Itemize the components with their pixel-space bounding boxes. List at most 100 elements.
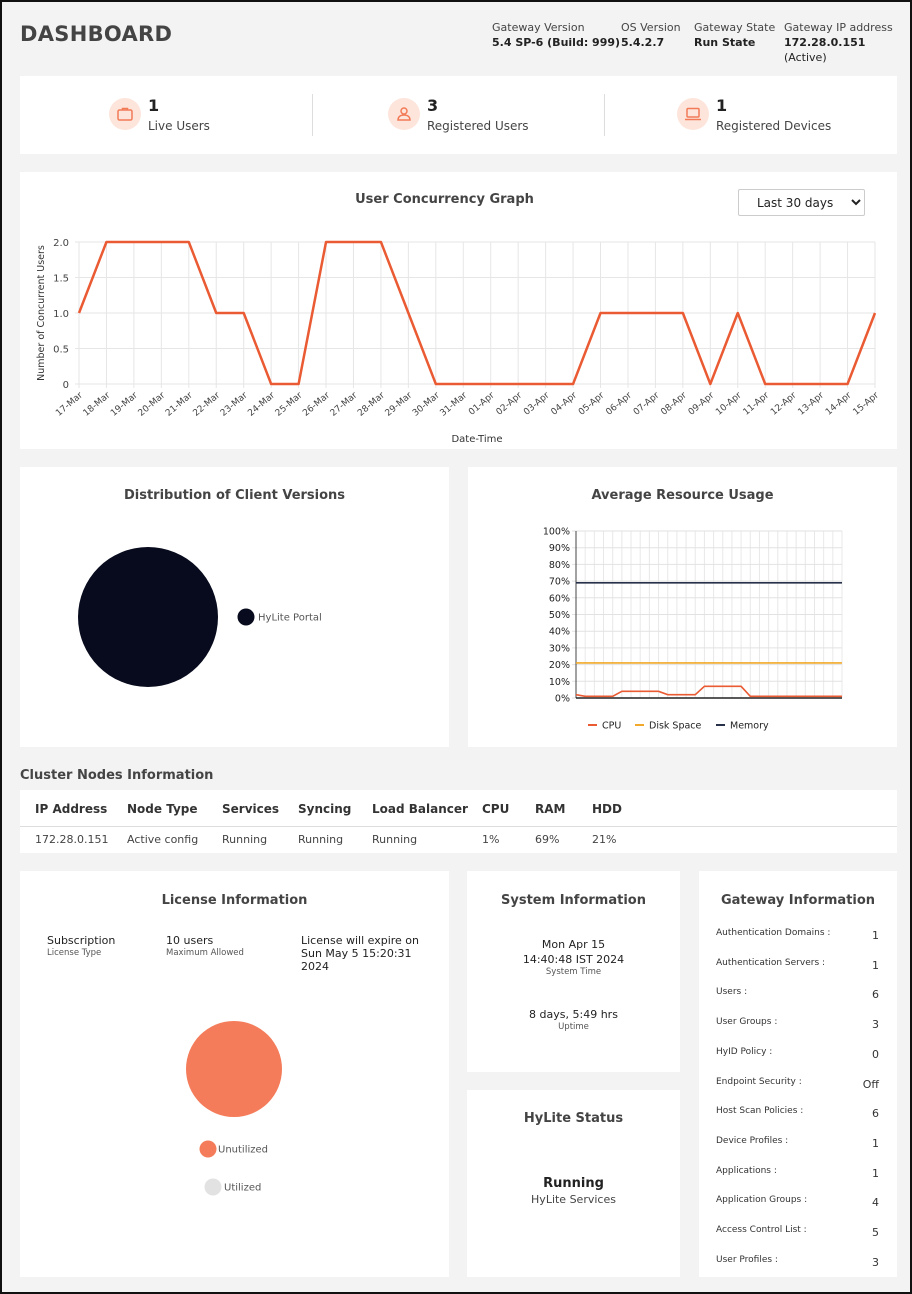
- gateway-info-value: 1: [872, 958, 879, 972]
- gateway-info-value: 1: [872, 1166, 879, 1180]
- concurrency-series-line: [77, 240, 877, 386]
- concurrency-title: User Concurrency Graph: [355, 192, 534, 207]
- col-load-balancer: Load Balancer: [372, 802, 468, 816]
- y-tick-label: 0.5: [53, 345, 69, 356]
- license-expiry-line1: License will expire on: [301, 934, 419, 947]
- y-tick-label: 90%: [549, 543, 570, 554]
- x-tick-label: 06-Apr: [604, 390, 634, 417]
- client-versions-chart: HyLite Portal: [78, 547, 322, 687]
- system-time-label: System Time: [545, 967, 602, 977]
- gateway-info-value: 5: [872, 1226, 879, 1239]
- gateway-info-value: 4: [872, 1196, 879, 1210]
- hylite-status-card: [467, 1090, 680, 1277]
- cell-cpu: 1%: [482, 833, 500, 846]
- briefcase-icon: [109, 98, 141, 130]
- client-versions-title: Distribution of Client Versions: [123, 488, 346, 503]
- y-tick-label: 50%: [549, 610, 570, 621]
- col-cpu: CPU: [482, 802, 510, 816]
- gateway-state-value: Run State: [694, 36, 756, 49]
- x-tick-label: 07-Apr: [632, 390, 662, 417]
- os-version-label: OS Version: [621, 21, 681, 34]
- cell-ip-address: 172.28.0.151: [35, 833, 109, 846]
- x-tick-label: 14-Apr: [824, 390, 854, 417]
- registered-devices-label: Registered Devices: [716, 119, 832, 133]
- user-icon: [388, 98, 420, 130]
- y-tick-label: 100%: [543, 527, 570, 538]
- y-tick-label: 10%: [549, 677, 570, 688]
- gateway-info-label: Users :: [716, 987, 748, 998]
- legend-label: Unutilized: [218, 1145, 268, 1156]
- gateway-info-label: Authentication Servers :: [716, 957, 826, 968]
- laptop-icon: [677, 98, 709, 130]
- gateway-ip-status: (Active): [784, 51, 827, 64]
- gateway-ip-value: 172.28.0.151 (Active): [784, 35, 910, 65]
- registered-users-label: Registered Users: [427, 119, 529, 133]
- x-tick-label: 23-Mar: [219, 390, 250, 418]
- concurrency-chart: 0 0.5 1.0 1.5 2.0 17-Mar18-Mar19-Mar20-Mar21-…: [36, 238, 881, 445]
- y-tick-label: 80%: [549, 560, 570, 571]
- legend-marker: [199, 1140, 217, 1158]
- gateway-info-value: 1: [872, 929, 879, 942]
- gateway-version-label: Gateway Version: [492, 21, 585, 34]
- y-tick-label: 1.0: [53, 309, 69, 320]
- system-date: Mon Apr 15: [541, 938, 606, 951]
- gateway-info-label: Endpoint Security :: [716, 1076, 802, 1087]
- y-tick-label: 30%: [549, 643, 570, 654]
- table-header-divider: [20, 826, 897, 827]
- gateway-info-label: Authentication Domains :: [716, 928, 831, 938]
- gateway-info-label: Host Scan Policies :: [716, 1106, 804, 1117]
- time-range-select[interactable]: Last 30 days: [738, 189, 865, 216]
- y-axis-title: Number of Concurrent Users: [36, 245, 47, 381]
- x-tick-label: 21-Mar: [164, 390, 195, 418]
- x-tick-label: 02-Apr: [495, 390, 525, 417]
- stat-divider: [312, 94, 313, 136]
- x-tick-label: 27-Mar: [329, 390, 360, 418]
- x-tick-label: 26-Mar: [301, 390, 332, 418]
- col-hdd: HDD: [592, 802, 622, 816]
- max-users-value: 10 users: [166, 934, 214, 947]
- gateway-info-label: Access Control List :: [716, 1225, 807, 1235]
- col-ip-address: IP Address: [35, 802, 108, 816]
- x-tick-label: 08-Apr: [659, 390, 689, 417]
- col-ram: RAM: [535, 802, 566, 816]
- os-version-value: 5.4.2.7: [621, 36, 665, 49]
- x-tick-label: 10-Apr: [714, 390, 744, 417]
- x-tick-label: 28-Mar: [356, 390, 387, 418]
- gateway-info-label: HyID Policy :: [716, 1046, 773, 1057]
- resource-usage-title: Average Resource Usage: [591, 488, 774, 503]
- system-info-title: System Information: [501, 893, 646, 908]
- cell-ram: 69%: [535, 833, 560, 846]
- license-expiry-line3: 2024: [301, 960, 329, 973]
- y-tick-label: 0%: [555, 694, 570, 705]
- gateway-info-value: 3: [872, 1255, 879, 1269]
- hylite-status-value: Running: [543, 1176, 604, 1191]
- gateway-state-label: Gateway State: [694, 21, 776, 34]
- gateway-ip-label: Gateway IP address: [784, 21, 893, 34]
- gateway-info-label: Applications :: [716, 1165, 777, 1176]
- x-tick-label: 15-Apr: [851, 390, 881, 417]
- col-services: Services: [222, 802, 280, 816]
- x-tick-label: 03-Apr: [522, 390, 552, 417]
- cell-hdd: 21%: [592, 833, 617, 846]
- live-users-label: Live Users: [148, 119, 210, 133]
- gateway-info-value: 0: [872, 1047, 879, 1061]
- x-tick-label: 24-Mar: [246, 390, 277, 418]
- system-info-card: [467, 871, 680, 1072]
- legend-label: Memory: [730, 721, 769, 732]
- cluster-table: [20, 790, 897, 853]
- hylite-status-title: HyLite Status: [523, 1111, 624, 1126]
- stat-divider: [604, 94, 605, 136]
- max-users-label: Maximum Allowed: [166, 948, 244, 958]
- x-tick-label: 19-Mar: [109, 390, 140, 418]
- gateway-info-value: 3: [872, 1018, 879, 1032]
- resource-usage-card: [468, 467, 897, 747]
- gateway-ip-address: 172.28.0.151: [784, 36, 866, 49]
- gateway-info-value: 6: [872, 988, 879, 1002]
- system-time: 14:40:48 IST 2024: [522, 953, 625, 966]
- x-tick-label: 04-Apr: [550, 390, 580, 417]
- y-tick-label: 40%: [549, 627, 570, 638]
- license-type-label: License Type: [47, 948, 102, 958]
- x-tick-label: 22-Mar: [191, 390, 222, 418]
- gateway-info-label: User Groups :: [716, 1017, 778, 1028]
- x-tick-label: 29-Mar: [384, 390, 415, 418]
